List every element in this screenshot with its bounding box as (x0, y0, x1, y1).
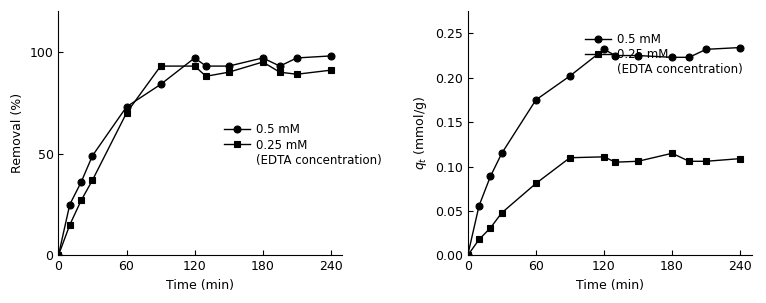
0.25 mM (463, 254, 473, 257)
0.25 mM (88, 178, 97, 182)
Line: 0.25 mM: 0.25 mM (55, 58, 335, 259)
0.5 mM (201, 64, 211, 68)
0.25 mM (702, 159, 711, 163)
0.5 mM (88, 154, 97, 158)
0.25 mM (633, 159, 643, 163)
0.5 mM (667, 55, 676, 59)
0.5 mM (685, 55, 694, 59)
Y-axis label: Removal (%): Removal (%) (11, 93, 24, 173)
0.25 mM (599, 155, 608, 159)
0.5 mM (65, 203, 74, 206)
0.25 mM (156, 64, 165, 68)
0.5 mM (599, 48, 608, 51)
0.25 mM (190, 64, 199, 68)
0.5 mM (258, 56, 267, 60)
0.25 mM (275, 70, 284, 74)
0.25 mM (293, 72, 302, 76)
0.5 mM (190, 56, 199, 60)
0.5 mM (735, 46, 745, 49)
0.25 mM (54, 254, 63, 257)
0.5 mM (77, 180, 86, 184)
0.5 mM (565, 74, 574, 78)
0.5 mM (702, 48, 711, 51)
0.5 mM (463, 254, 473, 257)
0.25 mM (565, 156, 574, 160)
0.5 mM (486, 175, 495, 178)
0.25 mM (486, 226, 495, 230)
Line: 0.5 mM: 0.5 mM (55, 52, 335, 259)
Y-axis label: $q_t$ (mmol/g): $q_t$ (mmol/g) (412, 96, 429, 170)
0.5 mM (532, 98, 541, 102)
0.25 mM (258, 60, 267, 64)
0.25 mM (685, 159, 694, 163)
Line: 0.25 mM: 0.25 mM (464, 150, 744, 259)
0.25 mM (735, 157, 745, 160)
0.25 mM (532, 182, 541, 185)
Legend: 0.5 mM, 0.25 mM, (EDTA concentration): 0.5 mM, 0.25 mM, (EDTA concentration) (581, 29, 746, 80)
0.5 mM (497, 152, 506, 155)
0.25 mM (474, 238, 483, 241)
0.5 mM (474, 204, 483, 208)
0.5 mM (122, 105, 131, 109)
X-axis label: Time (min): Time (min) (575, 279, 643, 292)
0.25 mM (326, 68, 336, 72)
Line: 0.5 mM: 0.5 mM (464, 44, 744, 259)
0.25 mM (497, 211, 506, 215)
0.5 mM (275, 64, 284, 68)
0.25 mM (122, 111, 131, 115)
0.5 mM (293, 56, 302, 60)
0.25 mM (65, 223, 74, 227)
Legend: 0.5 mM, 0.25 mM, (EDTA concentration): 0.5 mM, 0.25 mM, (EDTA concentration) (221, 120, 385, 171)
0.25 mM (667, 152, 676, 155)
0.25 mM (77, 199, 86, 202)
0.25 mM (224, 70, 234, 74)
0.5 mM (156, 83, 165, 86)
0.25 mM (201, 75, 211, 78)
0.5 mM (224, 64, 234, 68)
0.5 mM (611, 54, 620, 57)
0.5 mM (54, 254, 63, 257)
0.5 mM (326, 54, 336, 58)
0.25 mM (611, 160, 620, 164)
X-axis label: Time (min): Time (min) (166, 279, 234, 292)
0.5 mM (633, 54, 643, 57)
